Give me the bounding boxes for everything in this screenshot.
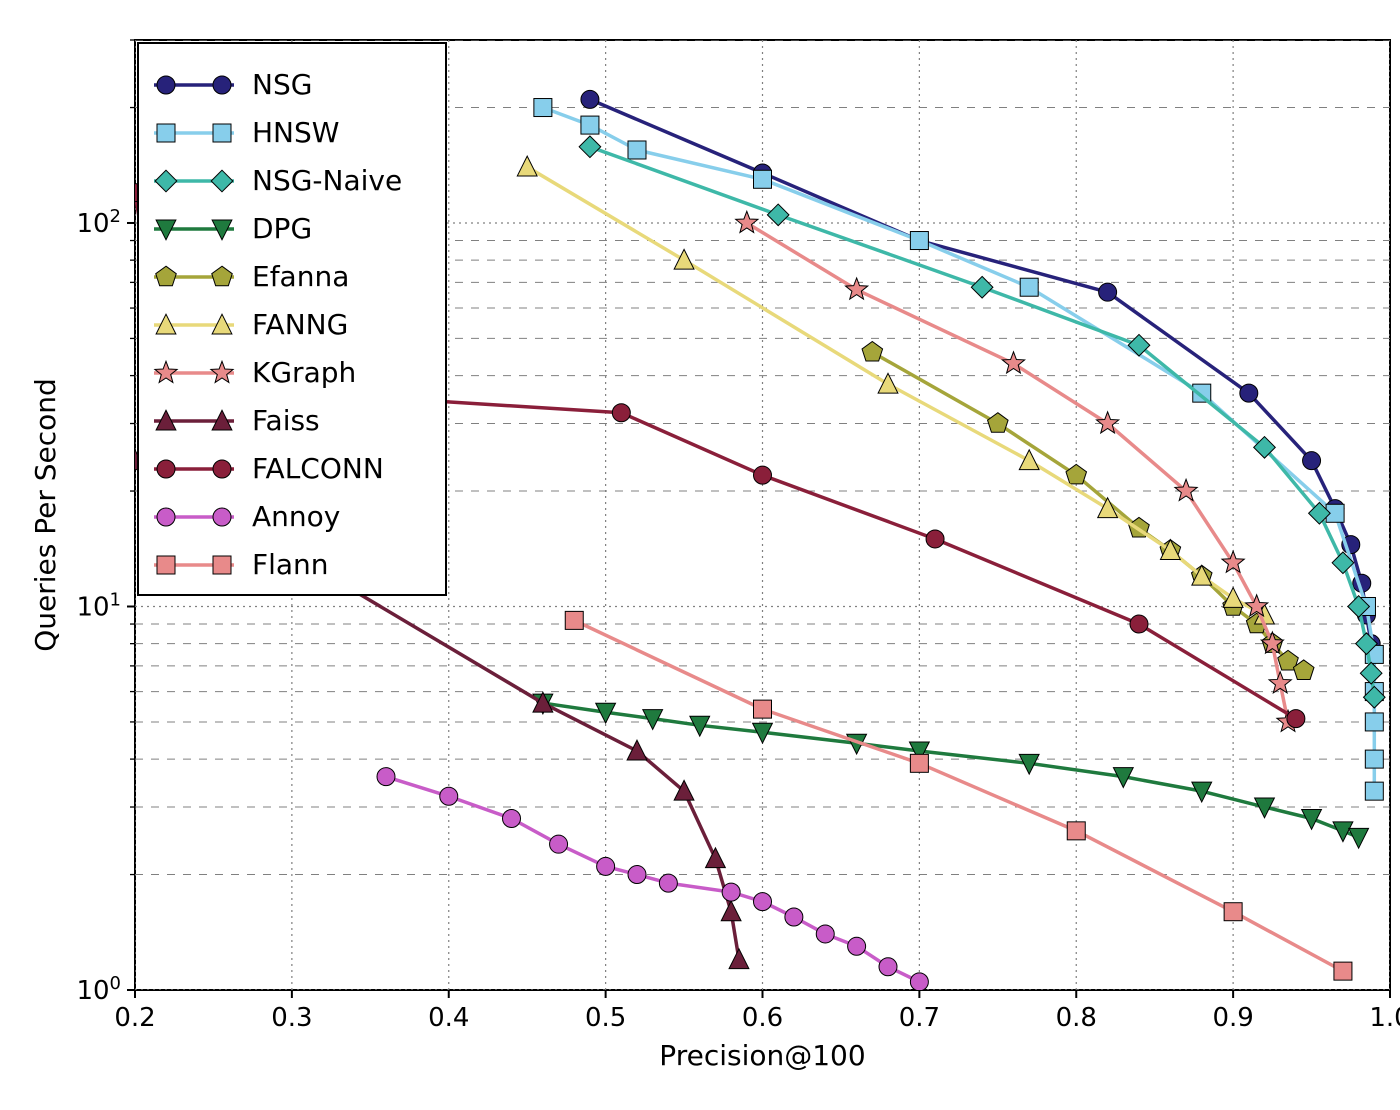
legend-label: Flann xyxy=(252,548,329,581)
x-tick-label: 0.8 xyxy=(1056,1003,1097,1033)
x-tick-label: 0.4 xyxy=(428,1003,469,1033)
x-tick-label: 0.3 xyxy=(271,1003,312,1033)
legend-label: FALCONN xyxy=(252,452,384,485)
legend-label: Faiss xyxy=(252,404,320,437)
x-tick-label: 0.6 xyxy=(742,1003,783,1033)
legend-label: FANNG xyxy=(252,308,348,341)
x-tick-label: 0.2 xyxy=(114,1003,155,1033)
x-tick-label: 0.5 xyxy=(585,1003,626,1033)
x-tick-label: 0.9 xyxy=(1212,1003,1253,1033)
y-axis-label: Queries Per Second xyxy=(29,378,62,652)
chart-container: 0.20.30.40.50.60.70.80.91.0100101102Prec… xyxy=(20,20,1400,1090)
x-tick-label: 1.0 xyxy=(1369,1003,1400,1033)
legend-label: Efanna xyxy=(252,260,349,293)
legend-label: KGraph xyxy=(252,356,356,389)
benchmark-chart: 0.20.30.40.50.60.70.80.91.0100101102Prec… xyxy=(20,20,1400,1090)
legend-label: Annoy xyxy=(252,500,340,533)
x-tick-label: 0.7 xyxy=(899,1003,940,1033)
legend-label: HNSW xyxy=(252,116,339,149)
legend: NSG HNSW NSG-Naive DPG Efanna FANNG KGraph Fais… xyxy=(138,43,446,595)
legend-label: DPG xyxy=(252,212,312,245)
legend-label: NSG-Naive xyxy=(252,164,402,197)
legend-label: NSG xyxy=(252,68,312,101)
x-axis-label: Precision@100 xyxy=(659,1039,865,1072)
